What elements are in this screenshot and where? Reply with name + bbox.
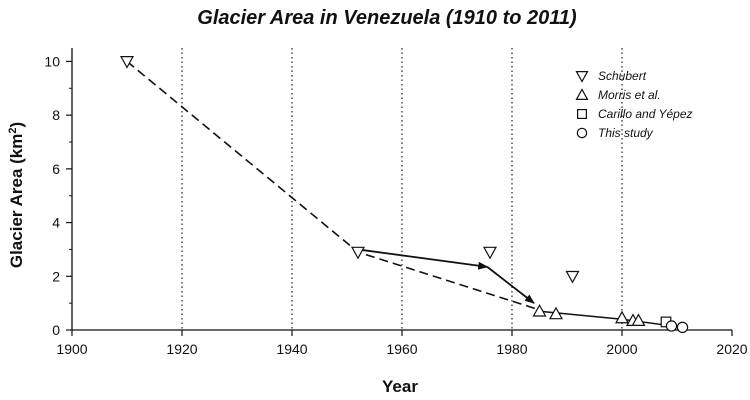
x-tick-label-1980: 1980 (496, 341, 527, 357)
x-axis-label: Year (382, 377, 418, 396)
point-schubert-2 (350, 246, 366, 260)
point-schubert-1 (119, 56, 135, 69)
x-tick-label-2020: 2020 (716, 341, 747, 357)
legend-label-carillo-and-yepez: Carillo and Yépez (598, 107, 693, 121)
legend-marker-schubert (575, 70, 589, 83)
y-tick-label-0: 0 (52, 322, 60, 338)
y-tick-label-10: 10 (44, 53, 60, 69)
chart-title: Glacier Area in Venezuela (1910 to 2011) (197, 7, 577, 29)
legend-label-morris-et-al: Morris et al. (598, 88, 661, 102)
y-tick-label-4: 4 (52, 215, 60, 231)
x-tick-label-1920: 1920 (166, 341, 197, 357)
y-tick-label-2: 2 (52, 268, 60, 284)
legend-marker-morris-et-al (575, 88, 589, 101)
trend-arrow-2 (486, 266, 535, 304)
legend-marker-carillo-and-yepez (576, 108, 587, 119)
point-schubert-3 (482, 246, 498, 260)
point-morris-et-al-2 (548, 306, 564, 320)
point-morris-et-al-3 (614, 310, 630, 324)
point-this-study-2 (676, 321, 689, 334)
x-tick-label-2000: 2000 (606, 341, 637, 357)
legend-label-this-study: This study (598, 126, 654, 140)
y-axis-label: Glacier Area (km2) (7, 122, 26, 268)
dashed-trend-line (126, 60, 540, 311)
y-tick-label-8: 8 (52, 107, 60, 123)
point-morris-et-al-5 (631, 313, 646, 326)
x-tick-label-1940: 1940 (276, 341, 307, 357)
x-tick-label-1960: 1960 (386, 341, 417, 357)
y-tick-label-6: 6 (52, 161, 60, 177)
point-schubert-4 (565, 270, 580, 284)
trend-arrow-1 (357, 248, 489, 270)
legend-label-schubert: Schubert (598, 69, 647, 83)
legend-marker-this-study (576, 127, 588, 139)
point-morris-et-al-1 (532, 303, 547, 317)
x-tick-label-1900: 1900 (56, 341, 87, 357)
point-this-study-1 (665, 320, 678, 332)
